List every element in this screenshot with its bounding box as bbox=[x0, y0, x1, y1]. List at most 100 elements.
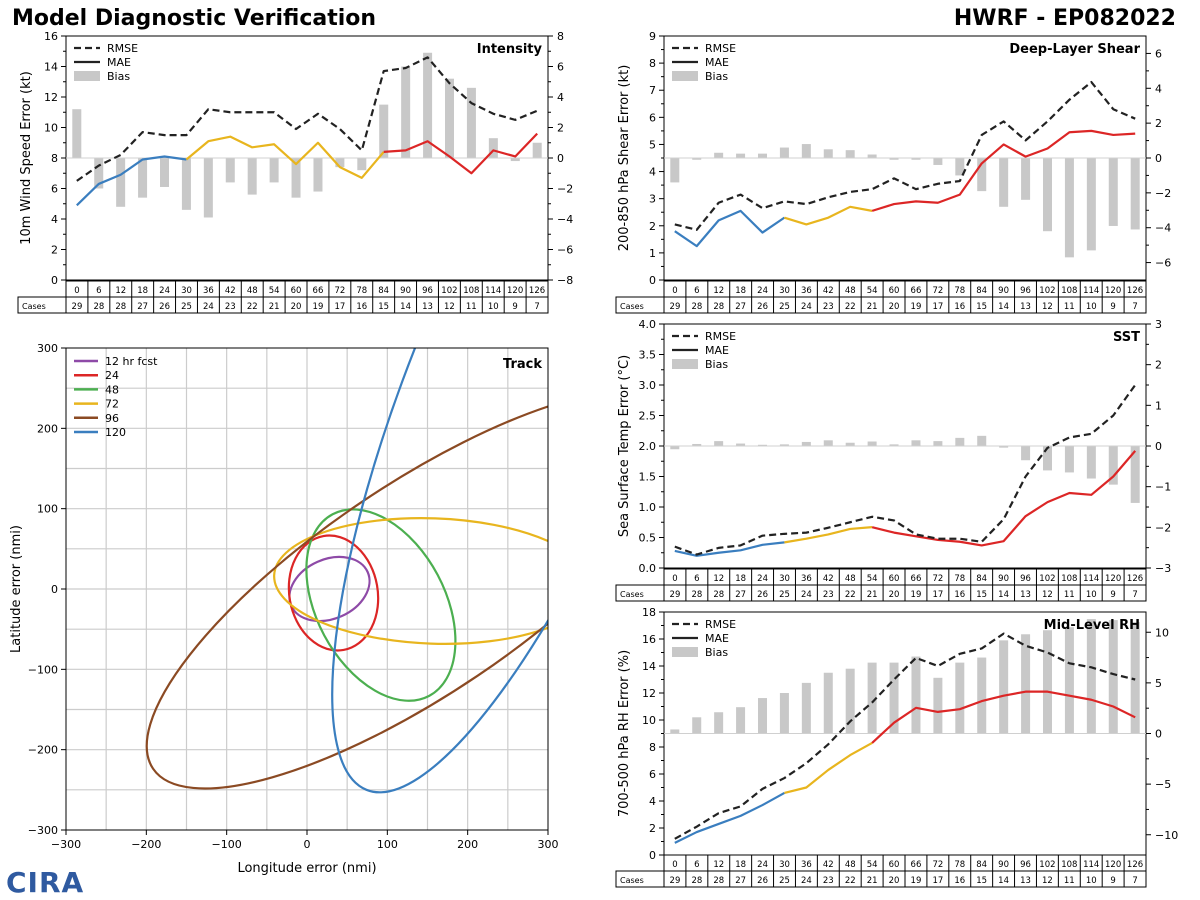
shear-bias-bar bbox=[779, 147, 789, 158]
table-hour-cell: 42 bbox=[823, 574, 834, 584]
table-hour-cell: 84 bbox=[378, 286, 389, 296]
sst-chart: 0.00.51.01.52.02.53.03.54.0−3−2−10123Sea… bbox=[615, 318, 1171, 602]
table-hour-cell: 48 bbox=[845, 574, 856, 584]
intensity-y2tick-label: 6 bbox=[557, 61, 564, 74]
sst-y2tick-label: 0 bbox=[1155, 440, 1162, 453]
table-cases-cell: 13 bbox=[1020, 876, 1031, 886]
intensity-mae-line-segment bbox=[76, 155, 187, 207]
table-cases-cell: 9 bbox=[1110, 876, 1115, 886]
track-ytick-label: 300 bbox=[37, 342, 58, 355]
sst-bias-bar bbox=[1021, 446, 1031, 461]
sst-y2tick-label: 3 bbox=[1155, 318, 1162, 331]
legend-bias-label: Bias bbox=[107, 70, 130, 83]
shear-bias-bar bbox=[889, 158, 899, 160]
intensity-bias-bar bbox=[159, 158, 169, 187]
table-hour-cell: 42 bbox=[823, 860, 834, 870]
legend-mae-label: MAE bbox=[705, 632, 729, 645]
sst-ytick-label: 3.5 bbox=[639, 349, 657, 362]
table-cases-cell: 24 bbox=[801, 302, 812, 312]
table-cases-cell: 25 bbox=[779, 302, 790, 312]
table-cases-cell: 10 bbox=[1086, 876, 1097, 886]
table-hour-cell: 30 bbox=[779, 286, 790, 296]
table-hour-cell: 126 bbox=[1127, 574, 1143, 584]
intensity-bias-bar bbox=[488, 138, 498, 158]
track-ellipse-3 bbox=[273, 516, 548, 645]
intensity-ytick-label: 4 bbox=[51, 213, 58, 226]
table-hour-cell: 36 bbox=[801, 860, 812, 870]
table-hour-cell: 54 bbox=[867, 286, 878, 296]
table-cases-cell: 27 bbox=[735, 302, 746, 312]
table-cases-cell: 22 bbox=[845, 590, 856, 600]
table-hour-cell: 0 bbox=[74, 286, 79, 296]
legend-bias-swatch bbox=[672, 647, 698, 657]
track-ellipse-1 bbox=[287, 534, 380, 652]
table-cases-cell: 26 bbox=[159, 302, 170, 312]
table-cases-cell: 9 bbox=[1110, 302, 1115, 312]
table-cases-cell: 26 bbox=[757, 590, 768, 600]
table-hour-cell: 114 bbox=[1083, 860, 1099, 870]
rh-ytick-label: 2 bbox=[649, 822, 656, 835]
sst-y2tick-label: 2 bbox=[1155, 359, 1162, 372]
track-ellipses bbox=[145, 348, 548, 794]
intensity-bias-bar bbox=[225, 158, 235, 183]
table-hour-cell: 102 bbox=[1039, 860, 1055, 870]
sst-ytick-label: 1.0 bbox=[639, 501, 657, 514]
rh-title: Mid-Level RH bbox=[1044, 618, 1140, 633]
table-cases-cell: 19 bbox=[313, 302, 324, 312]
table-cases-cell: 17 bbox=[932, 590, 943, 600]
rh-bias-bar bbox=[955, 662, 965, 734]
table-hour-cell: 66 bbox=[911, 574, 922, 584]
intensity-ytick-label: 14 bbox=[44, 61, 58, 74]
table-cases-cell: 28 bbox=[713, 876, 724, 886]
table-hour-cell: 108 bbox=[1061, 860, 1077, 870]
track-ytick-label: −100 bbox=[28, 663, 58, 676]
table-hour-cell: 96 bbox=[422, 286, 433, 296]
table-cases-cell: 13 bbox=[1020, 302, 1031, 312]
legend-rmse-label: RMSE bbox=[705, 618, 736, 631]
sst-ytick-label: 1.5 bbox=[639, 471, 657, 484]
rh-ytick-label: 10 bbox=[642, 714, 656, 727]
table-cases-cell: 28 bbox=[115, 302, 126, 312]
sst-rmse-line bbox=[674, 384, 1137, 556]
table-cases-cell: 10 bbox=[488, 302, 499, 312]
shear-bias-bar bbox=[801, 144, 811, 158]
rh-rmse-line bbox=[674, 632, 1136, 840]
intensity-y2tick-label: −8 bbox=[557, 274, 573, 287]
sst-title: SST bbox=[1113, 330, 1140, 345]
rh-bias-bar bbox=[823, 672, 833, 734]
shear-bias-bar bbox=[999, 158, 1009, 207]
legend-rmse-label: RMSE bbox=[107, 42, 138, 55]
table-hour-cell: 66 bbox=[911, 860, 922, 870]
shear-ytick-label: 6 bbox=[649, 111, 656, 124]
intensity-bias-bar bbox=[138, 158, 148, 198]
intensity-ytick-label: 12 bbox=[44, 91, 58, 104]
table-hour-cell: 60 bbox=[889, 860, 900, 870]
shear-bias-bar bbox=[911, 158, 921, 160]
table-cases-cell: 11 bbox=[1064, 302, 1075, 312]
rh-bias-bar bbox=[977, 657, 987, 734]
intensity-bias-bar bbox=[313, 158, 323, 192]
table-hour-cell: 54 bbox=[867, 860, 878, 870]
rh-ytick-label: 14 bbox=[642, 660, 656, 673]
shear-mae-line-segment bbox=[871, 129, 1136, 212]
shear-title: Deep-Layer Shear bbox=[1009, 42, 1140, 57]
track-ellipse-2 bbox=[305, 508, 457, 702]
table-hour-cell: 0 bbox=[672, 286, 677, 296]
table-cases-cell: 27 bbox=[735, 590, 746, 600]
table-hour-cell: 66 bbox=[313, 286, 324, 296]
table-cases-cell: 23 bbox=[823, 590, 834, 600]
legend-bias-label: Bias bbox=[705, 358, 728, 371]
table-hour-cell: 96 bbox=[1020, 574, 1031, 584]
intensity-mae-line-segment bbox=[185, 135, 385, 179]
table-cases-cell: 25 bbox=[779, 590, 790, 600]
table-hour-cell: 102 bbox=[1039, 574, 1055, 584]
table-cases-cell: 11 bbox=[466, 302, 477, 312]
table-cases-cell: 15 bbox=[976, 590, 987, 600]
table-cases-cell: 29 bbox=[670, 302, 681, 312]
track-title: Track bbox=[503, 357, 542, 372]
rh-y2tick-label: 0 bbox=[1155, 728, 1162, 741]
shear-y2tick-label: 6 bbox=[1155, 47, 1162, 60]
table-cases-cell: 27 bbox=[137, 302, 148, 312]
sst-ytick-label: 2.0 bbox=[639, 440, 657, 453]
table-cases-cell: 26 bbox=[757, 876, 768, 886]
